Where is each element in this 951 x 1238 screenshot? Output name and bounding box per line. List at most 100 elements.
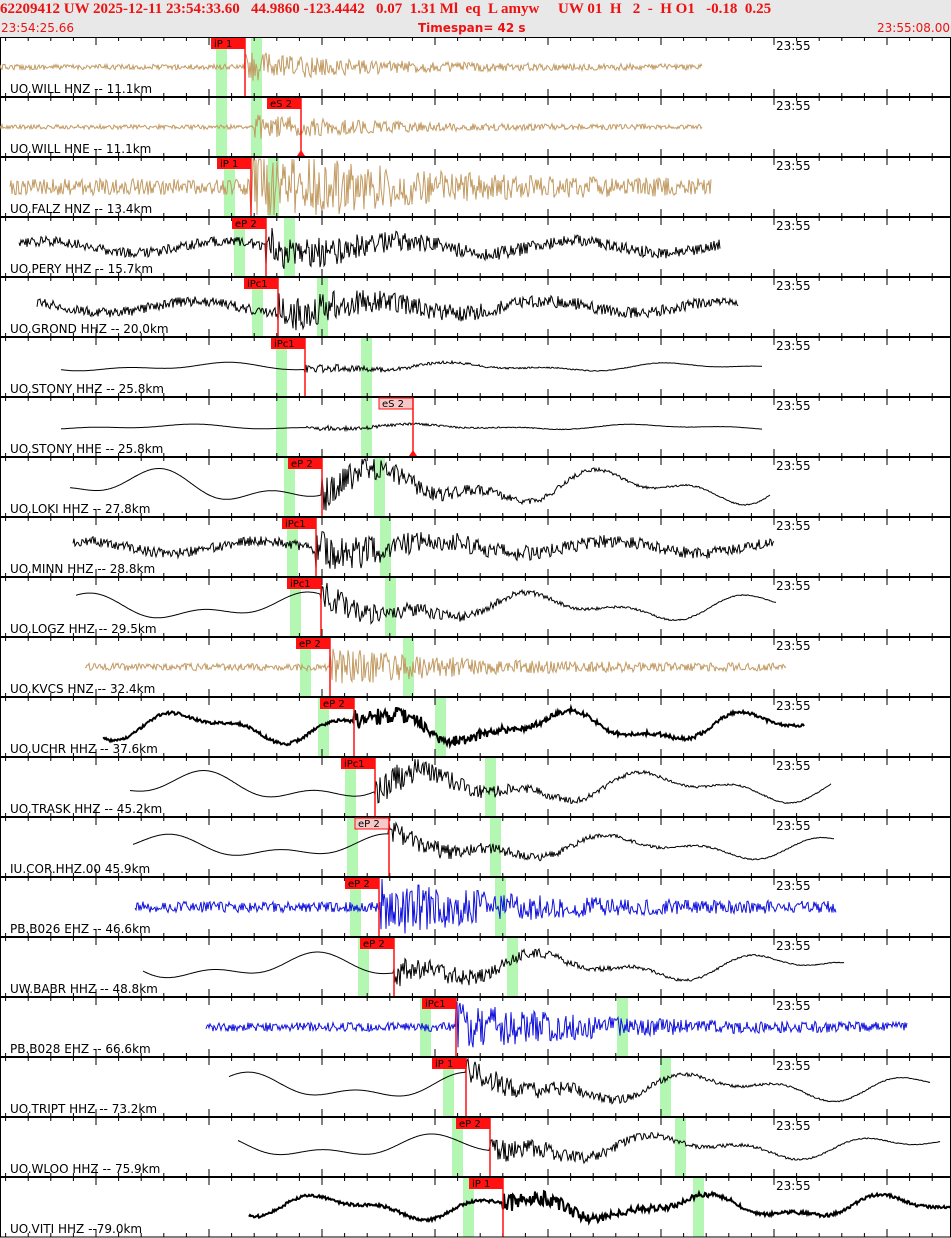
pick-flag[interactable] bbox=[271, 338, 305, 349]
trace-panel[interactable]: 23:55 iPc1 PB.B028 EHZ -- 66.6km bbox=[0, 996, 951, 1057]
pick-window bbox=[284, 458, 295, 517]
time-label: 23:55 bbox=[776, 1179, 811, 1193]
trace-panel[interactable]: 23:55 eP 2 UO.UCHR HHZ -- 37.6km bbox=[0, 696, 951, 757]
station-label: UO.VITI HHZ --79.0km bbox=[10, 1222, 142, 1236]
pick-window bbox=[318, 698, 329, 757]
station-label: UO.UCHR HHZ -- 37.6km bbox=[10, 742, 158, 756]
trace-panel[interactable]: 23:55 iPc1 UO.STONY HHZ -- 25.8km bbox=[0, 336, 951, 397]
waveform bbox=[69, 458, 771, 511]
pick-window bbox=[435, 698, 446, 757]
pick-window bbox=[675, 1118, 686, 1177]
pick-window bbox=[290, 578, 301, 637]
pick-label: iP 1 bbox=[214, 39, 232, 50]
trace-panel[interactable]: 23:55 eP 2 UO.KVCS HNZ -- 32.4km bbox=[0, 636, 951, 697]
s-pick-marker-icon bbox=[409, 450, 417, 456]
trace-panel[interactable]: 23:55 eP 2 UO.LOKI HHZ -- 27.8km bbox=[0, 456, 951, 517]
pick-flag[interactable] bbox=[456, 1118, 490, 1129]
time-label: 23:55 bbox=[776, 459, 811, 473]
waveform bbox=[75, 582, 777, 625]
pick-flag[interactable] bbox=[287, 578, 321, 589]
waveform bbox=[237, 1131, 941, 1165]
pick-window bbox=[317, 278, 328, 337]
waveform bbox=[18, 227, 721, 269]
station-label: UW.BABR HHZ -- 48.8km bbox=[10, 982, 158, 996]
time-label: 23:55 bbox=[776, 1059, 811, 1073]
pick-window bbox=[463, 1178, 474, 1237]
pick-flag[interactable] bbox=[296, 638, 330, 649]
pick-flag[interactable] bbox=[469, 1178, 503, 1189]
pick-label: eS 2 bbox=[270, 99, 292, 110]
pick-flag[interactable] bbox=[320, 698, 354, 709]
trace-panel[interactable]: 23:55 iP 1 UO.TRIPT HHZ -- 73.2km bbox=[0, 1056, 951, 1117]
station-label: UO.TRIPT HHZ -- 73.2km bbox=[10, 1102, 157, 1116]
trace-panel[interactable]: 23:55 iP 1 UO.FALZ HNZ -- 13.4km bbox=[0, 156, 951, 217]
station-label: UO.FALZ HNZ -- 13.4km bbox=[10, 202, 152, 216]
pick-flag[interactable] bbox=[432, 1058, 466, 1069]
station-label: UO.PERY HHZ -- 15.7km bbox=[10, 262, 153, 276]
pick-window bbox=[361, 338, 372, 397]
pick-window bbox=[287, 518, 298, 577]
waveform bbox=[0, 114, 703, 139]
pick-label: iPc1 bbox=[274, 339, 295, 350]
station-label: UO.WILL HNE -- 11.1km bbox=[10, 142, 151, 156]
pick-flag[interactable] bbox=[360, 938, 394, 949]
waveform bbox=[102, 703, 805, 750]
trace-panel[interactable]: 23:55 eP 2 UW.BABR HHZ -- 48.8km bbox=[0, 936, 951, 997]
station-label: UO.MINN HHZ -- 28.8km bbox=[10, 562, 155, 576]
pick-label: iPc1 bbox=[285, 519, 306, 530]
pick-label: eP 2 bbox=[299, 639, 321, 650]
pick-flag[interactable] bbox=[267, 98, 301, 109]
trace-panel[interactable]: 23:55 iPc1 UO.TRASK HHZ -- 45.2km bbox=[0, 756, 951, 817]
pick-label: iPc1 bbox=[290, 579, 311, 590]
pick-flag[interactable] bbox=[422, 998, 456, 1009]
trace-panel[interactable]: 23:55 eS 2 UO.WILL HNE -- 11.1km bbox=[0, 96, 951, 157]
pick-window bbox=[216, 38, 227, 97]
pick-flag[interactable] bbox=[217, 158, 251, 169]
pick-flag[interactable] bbox=[288, 458, 322, 469]
waveform bbox=[84, 648, 787, 684]
trace-panel[interactable]: 23:55 iPc1 UO.GROND HHZ -- 20.0km bbox=[0, 276, 951, 337]
time-label: 23:55 bbox=[776, 579, 811, 593]
time-label: 23:55 bbox=[776, 99, 811, 113]
pick-flag[interactable] bbox=[232, 218, 266, 229]
trace-panel[interactable]: 23:55 eP 2 UO.WLOO HHZ -- 75.9km bbox=[0, 1116, 951, 1177]
pick-flag[interactable] bbox=[341, 758, 375, 769]
time-label: 23:55 bbox=[776, 159, 811, 173]
station-label: UO.KVCS HNZ -- 32.4km bbox=[10, 682, 155, 696]
time-label: 23:55 bbox=[776, 399, 811, 413]
pick-flag[interactable] bbox=[244, 278, 278, 289]
trace-panel[interactable]: 23:55 eP 2 UO.PERY HHZ -- 15.7km bbox=[0, 216, 951, 277]
trace-canvas[interactable]: 23:55 iP 1 UO.WILL HNZ -- 11.1km 23:55 eS 2 U… bbox=[0, 37, 951, 1238]
pick-window bbox=[216, 98, 227, 157]
pick-window bbox=[276, 398, 287, 457]
pick-flag[interactable] bbox=[211, 38, 245, 49]
trace-panel[interactable]: 23:55 iP 1 UO.WILL HNZ -- 11.1km bbox=[0, 37, 951, 97]
pick-flag[interactable] bbox=[282, 518, 316, 529]
station-label: UO.LOKI HHZ -- 27.8km bbox=[10, 502, 150, 516]
time-label: 23:55 bbox=[776, 519, 811, 533]
trace-panel[interactable]: 23:55 iPc1 UO.LOGZ HHZ -- 29.5km bbox=[0, 576, 951, 637]
pick-window bbox=[507, 938, 518, 997]
time-range-bar: 23:54:25.66 Timespan= 42 s 23:55:08.00 bbox=[0, 20, 951, 37]
pick-label: eP 2 bbox=[291, 459, 313, 470]
station-label: UO.STONY HHE -- 25.8km bbox=[10, 442, 163, 456]
trace-panel[interactable]: 23:55 iP 1 UO.VITI HHZ --79.0km bbox=[0, 1176, 951, 1237]
trace-panel[interactable]: 23:55 eP 2 PB.B026 EHZ -- 46.6km bbox=[0, 876, 951, 937]
time-label: 23:55 bbox=[776, 339, 811, 353]
trace-panel[interactable]: 23:55 eP 2 IU.COR.HHZ.00 45.9km bbox=[0, 816, 951, 877]
timespan: Timespan= 42 s bbox=[418, 21, 526, 35]
trace-panel[interactable]: 23:55 eS 2 UO.STONY HHE -- 25.8km bbox=[0, 396, 951, 457]
event-header: 62209412 UW 2025-12-11 23:54:33.60 44.98… bbox=[0, 0, 951, 37]
pick-window bbox=[660, 1058, 671, 1117]
pick-label: iPc1 bbox=[344, 759, 365, 770]
station-label: UO.GROND HHZ -- 20.0km bbox=[10, 322, 169, 336]
trace-panel[interactable]: 23:55 iPc1 UO.MINN HHZ -- 28.8km bbox=[0, 516, 951, 577]
pick-flag[interactable] bbox=[345, 878, 379, 889]
pick-window bbox=[234, 218, 245, 277]
seismogram-panels[interactable]: 23:55 iP 1 UO.WILL HNZ -- 11.1km 23:55 eS 2 U… bbox=[0, 37, 951, 1238]
pick-window bbox=[443, 1058, 454, 1117]
time-label: 23:55 bbox=[776, 999, 811, 1013]
station-label: PB.B026 EHZ -- 46.6km bbox=[10, 922, 151, 936]
waveform bbox=[36, 289, 739, 331]
pick-label: iP 1 bbox=[435, 1059, 453, 1070]
